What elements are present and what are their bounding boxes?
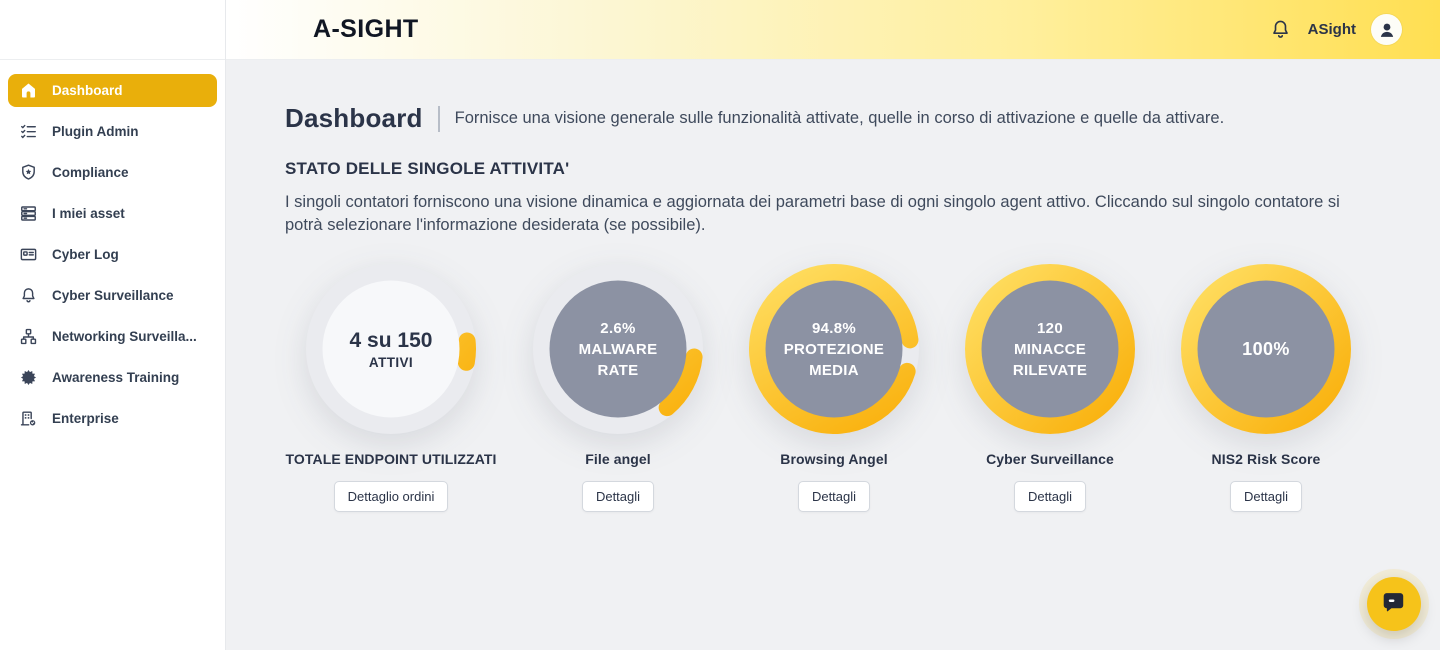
sidebar-item-networking-surveillance[interactable]: Networking Surveilla... <box>8 320 217 353</box>
sidebar-item-enterprise[interactable]: Enterprise <box>8 402 217 435</box>
sidebar-item-label: Dashboard <box>52 83 123 98</box>
sidebar-item-label: I miei asset <box>52 206 125 221</box>
gauge-card-nis2: 100% NIS2 Risk Score Dettagli <box>1171 264 1361 512</box>
sidebar-item-plugin-admin[interactable]: Plugin Admin <box>8 115 217 148</box>
sidebar-item-label: Compliance <box>52 165 129 180</box>
chat-bubble-icon <box>1381 589 1407 620</box>
sidebar-item-label: Networking Surveilla... <box>52 329 197 344</box>
gauge-ring <box>533 264 703 439</box>
detail-orders-button[interactable]: Dettaglio ordini <box>333 481 449 512</box>
page-title: Dashboard <box>285 103 423 133</box>
title-divider <box>437 105 440 132</box>
gauge-file-angel[interactable]: 2.6% MALWARE RATE <box>533 264 703 434</box>
sidebar-item-i-miei-asset[interactable]: I miei asset <box>8 197 217 230</box>
sidebar-item-compliance[interactable]: Compliance <box>8 156 217 189</box>
gauge-label: Cyber Surveillance <box>986 451 1114 467</box>
app-logo: A-SIGHT <box>313 15 419 43</box>
sidebar-nav: Dashboard Plugin Admin Compliance I miei… <box>0 60 225 435</box>
header-right: ASight <box>1269 14 1402 45</box>
details-button[interactable]: Dettagli <box>797 481 871 512</box>
gauge-card-endpoint: 4 su 150 ATTIVI TOTALE ENDPOINT UTILIZZA… <box>285 264 497 512</box>
bell-icon <box>19 286 38 305</box>
details-button[interactable]: Dettagli <box>581 481 655 512</box>
sidebar-item-label: Enterprise <box>52 411 119 426</box>
gauge-label: Browsing Angel <box>780 451 888 467</box>
gauge-ring <box>749 264 919 439</box>
sidebar-item-label: Cyber Log <box>52 247 119 262</box>
gauge-label: NIS2 Risk Score <box>1211 451 1321 467</box>
checklist-icon <box>19 122 38 141</box>
gauge-ring <box>306 264 476 439</box>
sidebar-item-label: Awareness Training <box>52 370 180 385</box>
sidebar-item-awareness-training[interactable]: Awareness Training <box>8 361 217 394</box>
gauge-card-cyber-surveillance: 120 MINACCE RILEVATE Cyber Surveillance … <box>955 264 1145 512</box>
sidebar-item-label: Plugin Admin <box>52 124 139 139</box>
servers-icon <box>19 204 38 223</box>
gauge-nis2-risk-score[interactable]: 100% <box>1181 264 1351 434</box>
gauge-browsing-angel[interactable]: 94.8% PROTEZIONE MEDIA <box>749 264 919 434</box>
home-icon <box>19 81 38 100</box>
gauge-endpoint[interactable]: 4 su 150 ATTIVI <box>306 264 476 434</box>
gauge-card-browsing-angel: 94.8% PROTEZIONE MEDIA Browsing Angel De… <box>739 264 929 512</box>
page-subtitle: Fornisce una visione generale sulle funz… <box>454 109 1225 127</box>
shield-star-icon <box>19 163 38 182</box>
main-column: A-SIGHT ASight Dashboard Fornisce una vi… <box>226 0 1440 650</box>
sidebar-item-cyber-log[interactable]: Cyber Log <box>8 238 217 271</box>
sidebar-item-dashboard[interactable]: Dashboard <box>8 74 217 107</box>
sidebar-item-label: Cyber Surveillance <box>52 288 174 303</box>
notifications-bell-icon[interactable] <box>1269 18 1293 42</box>
gauges-row: 4 su 150 ATTIVI TOTALE ENDPOINT UTILIZZA… <box>285 264 1440 512</box>
details-button[interactable]: Dettagli <box>1013 481 1087 512</box>
gauge-card-file-angel: 2.6% MALWARE RATE File angel Dettagli <box>523 264 713 512</box>
user-name: ASight <box>1307 21 1356 38</box>
building-check-icon <box>19 409 38 428</box>
sidebar-top-strip <box>0 0 225 60</box>
section-title: STATO DELLE SINGOLE ATTIVITA' <box>285 159 570 178</box>
gear-icon <box>19 368 38 387</box>
sidebar-item-cyber-surveillance[interactable]: Cyber Surveillance <box>8 279 217 312</box>
top-header: A-SIGHT ASight <box>226 0 1440 60</box>
gauge-cyber-surveillance[interactable]: 120 MINACCE RILEVATE <box>965 264 1135 434</box>
sitemap-icon <box>19 327 38 346</box>
gauge-label: TOTALE ENDPOINT UTILIZZATI <box>285 451 497 467</box>
gauge-ring <box>965 264 1135 439</box>
gauge-label: File angel <box>585 451 651 467</box>
page-title-row: Dashboard Fornisce una visione generale … <box>285 103 1440 134</box>
gauge-ring <box>1181 264 1351 439</box>
sidebar: Dashboard Plugin Admin Compliance I miei… <box>0 0 226 650</box>
chat-fab-button[interactable] <box>1367 577 1421 631</box>
id-card-icon <box>19 245 38 264</box>
section-description: I singoli contatori forniscono una visio… <box>285 193 1340 234</box>
user-avatar[interactable] <box>1371 14 1402 45</box>
content-area: Dashboard Fornisce una visione generale … <box>226 60 1440 650</box>
details-button[interactable]: Dettagli <box>1229 481 1303 512</box>
